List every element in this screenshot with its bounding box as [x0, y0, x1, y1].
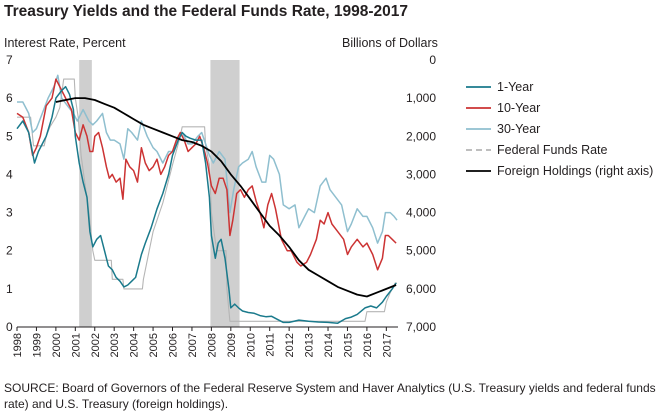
- x-tick-label: 2002: [90, 333, 102, 357]
- x-tick-label: 1998: [12, 333, 24, 357]
- chart: 0 1 2 3 4 5 6 7 0 1,000 2,000 3,000 4,000 5,000 6,000 7…: [6, 53, 653, 357]
- series-line-federal-funds-rate: [17, 78, 397, 322]
- x-tick-label: 2015: [342, 333, 354, 357]
- legend-label: 30-Year: [497, 122, 540, 136]
- x-tick-label: 2006: [168, 333, 180, 357]
- x-tick-label: 2009: [226, 333, 238, 357]
- y-tick-label-left: 6: [6, 91, 13, 105]
- y-tick-label-left: 3: [6, 206, 13, 220]
- legend: 1-Year 10-Year 30-Year Federal Funds Rate Fo…: [466, 80, 653, 178]
- y-tick-label-right: 1,000: [406, 91, 436, 105]
- source-note: SOURCE: Board of Governors of the Federa…: [4, 381, 656, 411]
- y-tick-label-right: 3,000: [406, 167, 436, 181]
- y-tick-label-right: 4,000: [406, 206, 436, 220]
- x-tick-label: 2003: [109, 333, 121, 357]
- y-tick-label-right: 5,000: [406, 244, 436, 258]
- series-line-1-year: [16, 85, 397, 324]
- series-line-foreign-holdings-right-axis: [55, 97, 397, 298]
- x-tick-label: 2008: [206, 333, 218, 357]
- y-tick-label-right: 0: [429, 53, 436, 67]
- x-tick-label: 2017: [381, 333, 393, 357]
- series-lines: [16, 74, 398, 324]
- axes: 0 1 2 3 4 5 6 7 0 1,000 2,000 3,000 4,000 5,000 6,000 7…: [6, 53, 436, 357]
- y-axis-title-right: Billions of Dollars: [342, 36, 438, 50]
- chart-title: Treasury Yields and the Federal Funds Ra…: [4, 3, 409, 20]
- y-tick-label-right: 6,000: [406, 282, 436, 296]
- x-tick-label: 2004: [129, 333, 141, 357]
- x-tick-label: 2016: [362, 333, 374, 357]
- y-tick-label-left: 2: [6, 244, 13, 258]
- legend-label: 10-Year: [497, 101, 540, 115]
- legend-label: Foreign Holdings (right axis): [497, 164, 653, 178]
- x-tick-label: 2001: [70, 333, 82, 357]
- legend-label: Federal Funds Rate: [497, 143, 608, 157]
- x-tick-label: 2011: [265, 333, 277, 357]
- x-tick-label: 2007: [187, 333, 199, 357]
- y-tick-label-left: 0: [6, 320, 13, 334]
- x-tick-label: 2005: [148, 333, 160, 357]
- y-tick-label-left: 4: [6, 167, 13, 181]
- y-tick-label-left: 1: [6, 282, 13, 296]
- x-tick-label: 2012: [284, 333, 296, 357]
- legend-label: 1-Year: [497, 80, 533, 94]
- x-tick-label: 2013: [304, 333, 316, 357]
- x-tick-label: 2000: [51, 333, 63, 357]
- y-tick-label-left: 5: [6, 129, 13, 143]
- x-tick-label: 2014: [323, 333, 335, 357]
- y-tick-label-right: 2,000: [406, 129, 436, 143]
- y-tick-label-right: 7,000: [406, 320, 436, 334]
- x-tick-label: 2010: [245, 333, 257, 357]
- y-tick-label-left: 7: [6, 53, 13, 67]
- y-axis-title-left: Interest Rate, Percent: [4, 36, 126, 50]
- x-tick-label: 1999: [31, 333, 43, 357]
